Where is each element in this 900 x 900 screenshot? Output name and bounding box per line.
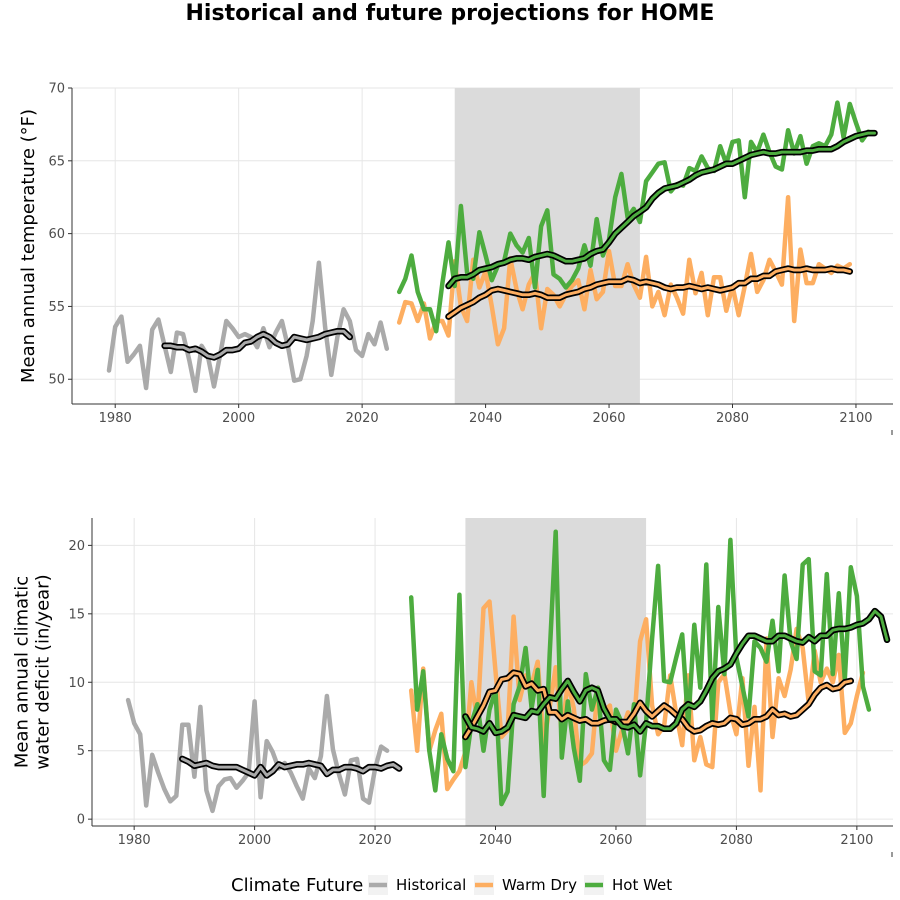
legend-title: Climate Future [231,875,363,896]
series-line-warm_dry [408,599,866,793]
legend-label: Hot Wet [612,876,672,894]
x-tick-label: 2100 [839,411,872,426]
smoothed-line-historical [163,329,352,359]
x-tick-label: 1980 [118,833,151,848]
smoothed-line-hot_wet [463,609,889,735]
x-tick-label: 2060 [592,411,625,426]
smoothed-line-warm_dry [463,671,853,739]
y-axis-label: Mean annual climaticwater deficit (in/ye… [12,574,54,769]
smoothed-line-historical [180,757,401,777]
temperature-panel: 1980 2000 2020 2040 2060 2080 2100 50 55 60 65 70 Me… [18,82,893,435]
x-tick-label: 2100 [840,833,873,848]
x-tick-label: 2000 [238,833,271,848]
y-tick-label: 70 [48,82,65,97]
legend-label: Historical [396,876,466,894]
y-tick-label: 15 [68,607,85,622]
water-deficit-panel: 1980 2000 2020 2040 2060 2080 2100 0 5 10 15 20 Mean… [12,518,893,857]
y-tick-label: 10 [68,676,85,691]
y-tick-label: 5 [77,744,85,759]
x-tick-label: 2080 [720,833,753,848]
y-tick-label: 0 [77,813,85,828]
y-tick-label: 20 [68,539,85,554]
smoothed-line-hot_wet [447,131,876,288]
x-tick-label: 2040 [479,833,512,848]
y-tick-label: 65 [48,154,65,169]
chart-title: Historical and future projections for HO… [185,1,715,26]
series-line-hot_wet [396,100,871,334]
y-axis-label-line: water deficit (in/year) [33,574,54,769]
y-axis-label-line: Mean annual climatic [12,576,33,768]
smoothed-line-warm_dry [447,267,852,319]
x-tick-label: 2060 [599,833,632,848]
x-tick-label: 2080 [716,411,749,426]
legend: Climate Future Historical Warm Dry Hot Wet [231,875,672,896]
legend-label: Warm Dry [502,876,577,894]
y-tick-label: 60 [48,227,65,242]
y-tick-label: 50 [48,373,65,388]
x-tick-label: 2020 [359,833,392,848]
y-axis-label-line: Mean annual temperature (°F) [18,109,39,383]
y-axis-label: Mean annual temperature (°F) [18,109,39,383]
x-tick-label: 1980 [99,411,132,426]
y-tick-label: 55 [48,300,65,315]
x-tick-label: 2040 [469,411,502,426]
series-line-historical [125,693,390,814]
series-line-historical [106,260,390,394]
x-tick-label: 2020 [346,411,379,426]
x-tick-label: 2000 [222,411,255,426]
